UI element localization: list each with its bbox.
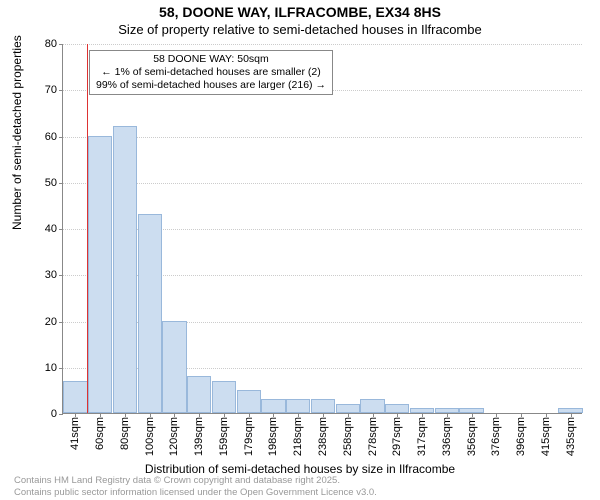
reference-line: [87, 44, 88, 413]
ytick-mark: [59, 137, 63, 138]
xtick-label: 218sqm: [292, 417, 304, 456]
xtick-label: 80sqm: [119, 417, 131, 450]
gridline: [63, 44, 582, 45]
histogram-bar: [113, 126, 137, 413]
y-axis-label: Number of semi-detached properties: [10, 35, 24, 230]
ytick-mark: [59, 44, 63, 45]
xtick-label: 198sqm: [267, 417, 279, 456]
xtick-label: 396sqm: [515, 417, 527, 456]
chart-title-line2: Size of property relative to semi-detach…: [0, 22, 600, 37]
chart-container: 58, DOONE WAY, ILFRACOMBE, EX34 8HS Size…: [0, 0, 600, 500]
xtick-label: 356sqm: [466, 417, 478, 456]
ytick-label: 10: [45, 362, 57, 374]
xtick-label: 41sqm: [69, 417, 81, 450]
histogram-bar: [88, 136, 112, 414]
credit-line1: Contains HM Land Registry data © Crown c…: [14, 475, 377, 486]
ytick-label: 0: [51, 408, 57, 420]
xtick-label: 435sqm: [565, 417, 577, 456]
xtick-label: 376sqm: [490, 417, 502, 456]
histogram-bar: [261, 399, 285, 413]
ytick-label: 80: [45, 38, 57, 50]
ytick-mark: [59, 183, 63, 184]
annotation-line2: ← 1% of semi-detached houses are smaller…: [96, 66, 326, 79]
histogram-bar: [385, 404, 409, 413]
xtick-label: 297sqm: [391, 417, 403, 456]
gridline: [63, 137, 582, 138]
ytick-mark: [59, 322, 63, 323]
ytick-mark: [59, 414, 63, 415]
chart-title-line1: 58, DOONE WAY, ILFRACOMBE, EX34 8HS: [0, 4, 600, 20]
histogram-bar: [311, 399, 335, 413]
xtick-label: 179sqm: [243, 417, 255, 456]
xtick-label: 100sqm: [144, 417, 156, 456]
ytick-label: 60: [45, 131, 57, 143]
histogram-bar: [286, 399, 310, 413]
ytick-label: 20: [45, 316, 57, 328]
xtick-label: 278sqm: [367, 417, 379, 456]
xtick-label: 139sqm: [193, 417, 205, 456]
xtick-label: 60sqm: [94, 417, 106, 450]
histogram-bar: [237, 390, 261, 413]
ytick-label: 50: [45, 177, 57, 189]
xtick-label: 238sqm: [317, 417, 329, 456]
annotation-line3: 99% of semi-detached houses are larger (…: [96, 79, 326, 92]
histogram-bar: [162, 321, 186, 414]
credit-text: Contains HM Land Registry data © Crown c…: [14, 475, 377, 498]
gridline: [63, 183, 582, 184]
histogram-bar: [63, 381, 87, 413]
plot-area: 0102030405060708041sqm60sqm80sqm100sqm12…: [62, 44, 582, 414]
xtick-label: 317sqm: [416, 417, 428, 456]
histogram-bar: [138, 214, 162, 413]
xtick-label: 258sqm: [342, 417, 354, 456]
xtick-label: 159sqm: [218, 417, 230, 456]
annotation-line1: 58 DOONE WAY: 50sqm: [96, 53, 326, 66]
ytick-label: 70: [45, 84, 57, 96]
xtick-label: 120sqm: [168, 417, 180, 456]
histogram-bar: [187, 376, 211, 413]
ytick-mark: [59, 229, 63, 230]
credit-line2: Contains public sector information licen…: [14, 487, 377, 498]
x-axis-label: Distribution of semi-detached houses by …: [0, 462, 600, 476]
ytick-mark: [59, 275, 63, 276]
ytick-mark: [59, 368, 63, 369]
histogram-bar: [336, 404, 360, 413]
annotation-box: 58 DOONE WAY: 50sqm ← 1% of semi-detache…: [89, 50, 333, 95]
histogram-bar: [212, 381, 236, 413]
ytick-mark: [59, 90, 63, 91]
ytick-label: 40: [45, 223, 57, 235]
histogram-bar: [360, 399, 384, 413]
xtick-label: 336sqm: [441, 417, 453, 456]
xtick-label: 415sqm: [540, 417, 552, 456]
ytick-label: 30: [45, 269, 57, 281]
